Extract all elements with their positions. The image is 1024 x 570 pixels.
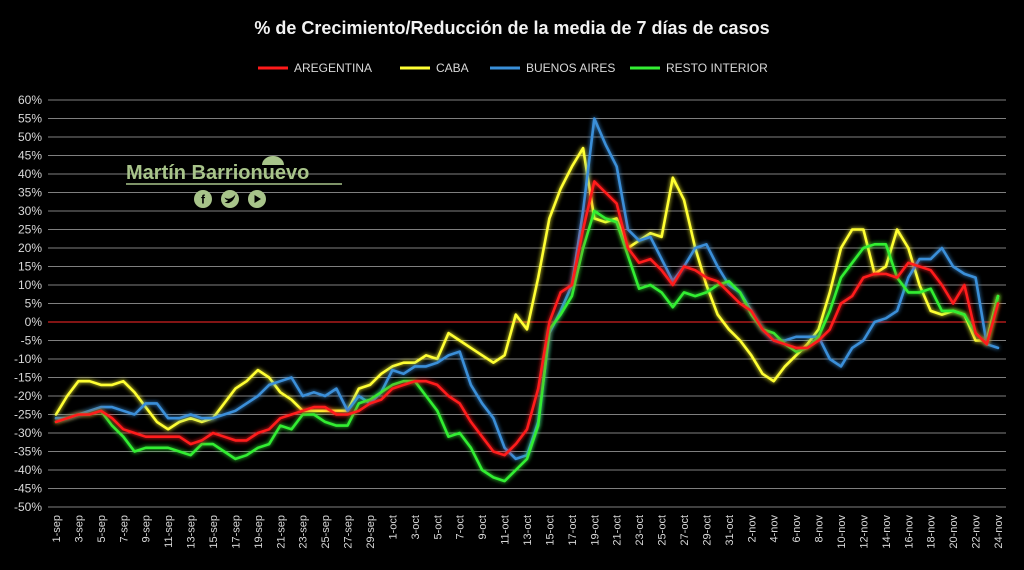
x-tick-label: 27-sep (343, 515, 355, 549)
y-tick-label: 15% (18, 260, 42, 274)
y-tick-label: -30% (14, 426, 42, 440)
legend-label: BUENOS AIRES (526, 61, 615, 75)
x-tick-label: 31-oct (724, 515, 736, 546)
x-tick-label: 13-sep (186, 515, 198, 549)
legend-label: CABA (436, 61, 469, 75)
x-tick-label: 29-sep (365, 515, 377, 549)
y-tick-label: -50% (14, 500, 42, 514)
x-tick-label: 11-oct (500, 515, 512, 545)
x-tick-label: 15-sep (208, 515, 220, 549)
y-tick-label: -15% (14, 371, 42, 385)
y-tick-label: 10% (18, 278, 42, 292)
x-tick-label: 5-oct (432, 515, 444, 539)
svg-text:f: f (201, 193, 206, 207)
legend-label: RESTO INTERIOR (666, 61, 768, 75)
y-tick-label: 55% (18, 112, 42, 126)
twitter-icon[interactable] (221, 190, 239, 208)
x-tick-label: 10-nov (836, 515, 848, 549)
x-tick-label: 23-oct (634, 515, 646, 546)
y-tick-label: -5% (21, 334, 43, 348)
x-tick-label: 16-nov (903, 515, 915, 549)
x-tick-label: 25-sep (320, 515, 332, 549)
x-tick-label: 29-oct (701, 515, 713, 546)
y-tick-label: 25% (18, 223, 42, 237)
x-tick-label: 1-sep (51, 515, 63, 543)
series-line-aregentina[interactable] (54, 180, 1000, 457)
x-tick-label: 11-sep (163, 515, 175, 548)
x-tick-label: 1-oct (387, 515, 399, 539)
x-tick-label: 3-sep (73, 515, 85, 543)
youtube-icon[interactable] (248, 190, 266, 208)
x-tick-label: 21-sep (275, 515, 287, 549)
x-tick-label: 21-oct (612, 515, 624, 546)
y-tick-label: -35% (14, 445, 42, 459)
series-line-resto-interior[interactable] (54, 209, 1000, 483)
legend-label: AREGENTINA (294, 61, 372, 75)
y-tick-label: 45% (18, 149, 42, 163)
y-tick-label: 5% (25, 297, 43, 311)
x-tick-label: 12-nov (858, 515, 870, 549)
x-tick-label: 18-nov (926, 515, 938, 549)
x-tick-label: 15-oct (544, 515, 556, 546)
watermark-name: Martín Barrionuevo (126, 162, 309, 184)
x-tick-label: 13-oct (522, 515, 534, 546)
x-tick-label: 2-nov (746, 515, 758, 543)
x-tick-label: 3-oct (410, 515, 422, 539)
y-tick-label: 60% (18, 93, 42, 107)
x-tick-label: 4-nov (769, 515, 781, 543)
x-tick-label: 20-nov (948, 515, 960, 549)
y-tick-label: 50% (18, 130, 42, 144)
x-tick-label: 7-sep (118, 515, 130, 543)
x-tick-label: 25-oct (657, 515, 669, 546)
x-tick-label: 22-nov (971, 515, 983, 549)
y-tick-label: 40% (18, 167, 42, 181)
y-tick-label: 0% (25, 315, 43, 329)
x-tick-label: 19-oct (589, 515, 601, 546)
y-tick-label: -20% (14, 389, 42, 403)
y-tick-label: 30% (18, 204, 42, 218)
x-tick-label: 8-nov (814, 515, 826, 543)
y-tick-label: -25% (14, 408, 42, 422)
y-tick-label: -45% (14, 482, 42, 496)
x-tick-label: 19-sep (253, 515, 265, 549)
x-tick-label: 5-sep (96, 515, 108, 543)
x-tick-label: 6-nov (791, 515, 803, 543)
chart-title: % de Crecimiento/Reducción de la media d… (254, 18, 770, 38)
x-tick-label: 9-sep (141, 515, 153, 543)
x-tick-label: 23-sep (298, 515, 310, 549)
facebook-icon[interactable]: f (194, 190, 212, 208)
y-tick-label: 20% (18, 241, 42, 255)
x-tick-label: 17-oct (567, 515, 579, 546)
y-tick-label: -40% (14, 463, 42, 477)
x-tick-label: 27-oct (679, 515, 691, 546)
y-tick-label: -10% (14, 352, 42, 366)
x-tick-label: 24-nov (993, 515, 1005, 549)
x-tick-label: 14-nov (881, 515, 893, 549)
y-tick-label: 35% (18, 186, 42, 200)
x-tick-label: 7-oct (455, 515, 467, 539)
watermark-arc (262, 156, 284, 165)
x-tick-label: 9-oct (477, 515, 489, 539)
x-tick-label: 17-sep (230, 515, 242, 549)
